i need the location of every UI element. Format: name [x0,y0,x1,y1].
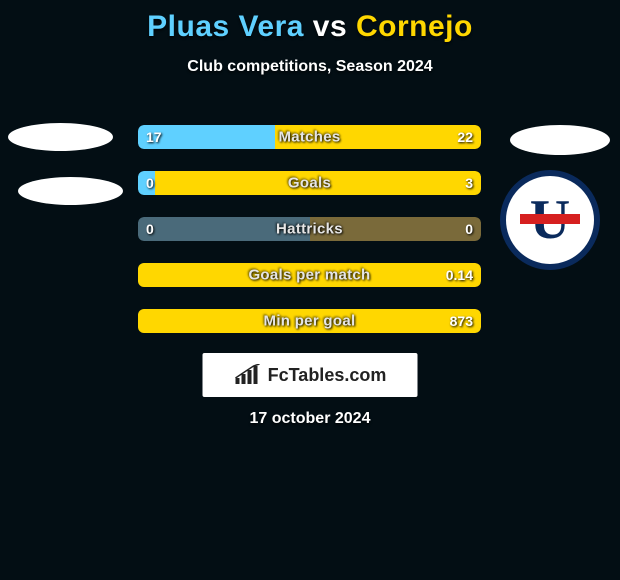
stat-label: Hattricks [138,221,481,238]
stat-value-left: 0 [146,175,154,191]
stat-value-right: 0.14 [446,267,473,283]
stat-row: Goals per match0.14 [138,263,481,287]
stat-bars: Matches1722Goals03Hattricks00Goals per m… [138,125,481,355]
stat-label: Goals per match [138,267,481,284]
stat-label: Goals [138,175,481,192]
badge-left-ellipse-1 [8,123,113,151]
comparison-title: Pluas Vera vs Cornejo [0,0,620,44]
stat-value-right: 22 [457,129,473,145]
badge-left-ellipse-2 [18,177,123,205]
stat-row: Hattricks0 0 [138,217,481,241]
club-logo-letter: U [530,192,570,248]
chart-icon [234,364,262,386]
stat-row: Goals0 3 [138,171,481,195]
stat-label: Min per goal [138,313,481,330]
stat-row: Min per goal873 [138,309,481,333]
club-logo: U [500,170,600,270]
stat-value-right: 0 [465,221,473,237]
footer-date: 17 october 2024 [0,410,620,428]
player1-name: Pluas Vera [147,10,304,43]
brand-name: FcTables.com [268,365,387,386]
stat-value-left: 0 [146,221,154,237]
stat-row: Matches17 22 [138,125,481,149]
attribution-badge: FcTables.com [203,353,418,397]
player2-name: Cornejo [356,10,473,43]
vs-text: vs [313,10,347,43]
stat-label: Matches [138,129,481,146]
stat-value-right: 873 [450,313,473,329]
subtitle: Club competitions, Season 2024 [0,58,620,76]
badge-right-ellipse [510,125,610,155]
stat-value-right: 3 [465,175,473,191]
stat-value-left: 17 [146,129,162,145]
